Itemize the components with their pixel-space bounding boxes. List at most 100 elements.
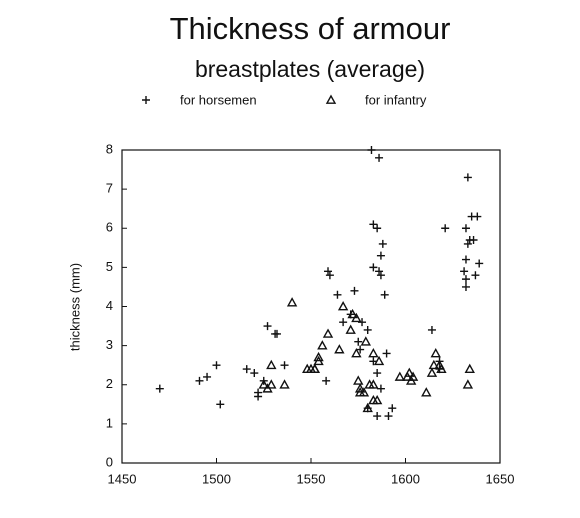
data-point bbox=[469, 235, 478, 244]
chart-subtitle: breastplates (average) bbox=[195, 56, 425, 82]
data-point bbox=[347, 308, 358, 319]
data-point bbox=[382, 349, 391, 358]
data-point bbox=[345, 324, 356, 334]
x-tick-label: 1500 bbox=[202, 471, 231, 486]
legend-label: for infantry bbox=[365, 92, 427, 107]
data-point bbox=[376, 271, 385, 280]
data-point bbox=[353, 375, 364, 385]
data-point bbox=[333, 290, 342, 299]
y-tick-label: 2 bbox=[106, 376, 113, 391]
data-point bbox=[461, 255, 470, 264]
data-point bbox=[266, 359, 277, 370]
y-tick-label: 8 bbox=[106, 141, 113, 156]
data-point bbox=[242, 365, 251, 374]
data-point bbox=[363, 325, 372, 334]
data-point bbox=[250, 369, 259, 378]
data-point bbox=[475, 259, 484, 268]
data-point bbox=[373, 412, 382, 421]
data-point bbox=[325, 271, 334, 280]
data-point bbox=[258, 379, 269, 389]
plot-frame bbox=[121, 149, 501, 464]
data-point bbox=[375, 267, 384, 276]
data-point bbox=[203, 372, 212, 381]
legend-label: for horsemen bbox=[180, 92, 257, 107]
data-point bbox=[394, 371, 406, 381]
data-point bbox=[279, 379, 290, 389]
data-point bbox=[368, 348, 379, 358]
data-point bbox=[464, 363, 475, 373]
data-point bbox=[155, 384, 164, 393]
data-point bbox=[286, 297, 298, 307]
data-point bbox=[195, 376, 204, 385]
data-point bbox=[461, 275, 470, 284]
data-point bbox=[351, 312, 362, 323]
data-point bbox=[373, 369, 382, 378]
data-point bbox=[354, 337, 363, 346]
y-tick-label: 4 bbox=[106, 298, 113, 313]
data-point bbox=[334, 344, 345, 354]
x-tick-label: 1600 bbox=[391, 471, 420, 486]
data-point bbox=[369, 263, 378, 272]
data-point bbox=[380, 290, 389, 299]
data-point bbox=[421, 387, 432, 397]
data-point bbox=[254, 392, 263, 401]
data-point bbox=[358, 318, 367, 327]
legend-marker bbox=[325, 94, 337, 104]
y-axis-label: thickness (mm) bbox=[67, 263, 82, 351]
data-point bbox=[362, 402, 373, 413]
data-point bbox=[368, 379, 379, 389]
data-point bbox=[350, 286, 359, 295]
data-point bbox=[461, 282, 470, 291]
y-tick-label: 6 bbox=[106, 220, 113, 235]
data-point bbox=[388, 404, 397, 413]
data-point bbox=[354, 383, 366, 393]
data-point bbox=[461, 224, 470, 233]
data-point bbox=[337, 301, 349, 311]
x-tick-label: 1450 bbox=[108, 471, 137, 486]
data-point bbox=[384, 412, 393, 421]
data-point bbox=[309, 363, 320, 373]
data-point bbox=[441, 224, 450, 233]
data-point bbox=[360, 336, 371, 346]
data-point bbox=[280, 361, 289, 370]
y-tick-label: 0 bbox=[106, 454, 113, 469]
data-point bbox=[436, 363, 447, 373]
data-point bbox=[378, 239, 387, 248]
data-point bbox=[322, 376, 331, 385]
y-tick-label: 3 bbox=[106, 337, 113, 352]
chart-title: Thickness of armour bbox=[170, 11, 451, 46]
data-point bbox=[404, 367, 415, 377]
data-point bbox=[375, 153, 384, 162]
data-point bbox=[313, 355, 324, 366]
data-point bbox=[471, 271, 480, 280]
legend-marker bbox=[142, 96, 150, 104]
data-point bbox=[427, 325, 436, 334]
data-point bbox=[371, 394, 383, 405]
data-point bbox=[322, 328, 334, 338]
y-tick-label: 1 bbox=[106, 415, 113, 430]
x-tick-label: 1650 bbox=[486, 471, 515, 486]
data-point bbox=[317, 340, 328, 350]
data-point bbox=[373, 355, 385, 366]
data-point bbox=[367, 146, 376, 154]
data-point bbox=[351, 348, 362, 358]
y-tick-label: 5 bbox=[106, 259, 113, 274]
data-point bbox=[266, 379, 277, 389]
data-point bbox=[473, 212, 482, 221]
data-point bbox=[263, 322, 272, 331]
y-tick-label: 7 bbox=[106, 181, 113, 196]
data-point bbox=[430, 348, 441, 358]
data-point bbox=[212, 361, 221, 370]
data-point bbox=[339, 318, 348, 327]
data-point bbox=[376, 384, 385, 393]
data-point bbox=[272, 329, 281, 338]
data-point bbox=[216, 400, 225, 409]
data-point bbox=[407, 371, 419, 381]
data-point bbox=[358, 387, 370, 397]
data-point bbox=[324, 267, 333, 276]
data-point bbox=[462, 379, 474, 389]
data-point bbox=[356, 345, 365, 354]
data-point bbox=[373, 224, 382, 233]
